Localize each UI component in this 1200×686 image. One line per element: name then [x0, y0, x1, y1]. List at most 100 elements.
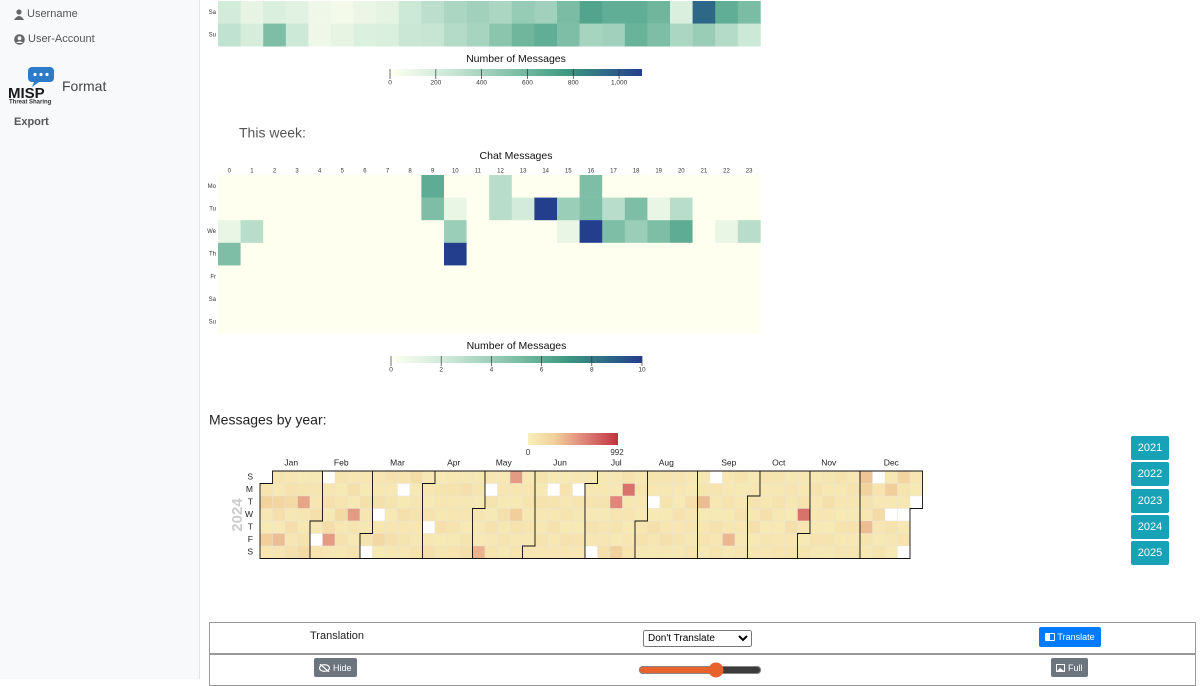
calendar-day: [772, 470, 786, 484]
calendar-day: [797, 470, 811, 484]
calendar-day: [534, 495, 548, 509]
calendar-day: [809, 470, 823, 484]
heatmap-cell: [398, 288, 422, 311]
heatmap-cell: [579, 175, 603, 198]
calendar-day: [359, 495, 373, 509]
heatmap-cell: [557, 23, 580, 47]
heatmap-cell: [624, 1, 648, 24]
calendar-day: [272, 508, 286, 522]
calendar-day: [584, 508, 598, 522]
calendar-day: [422, 508, 436, 522]
heatmap-cell: [240, 197, 264, 221]
size-slider[interactable]: [638, 662, 762, 678]
heatmap-cell: [737, 265, 761, 289]
calendar-day: [447, 508, 461, 522]
calendar-day: [397, 483, 411, 497]
calendar-day: [297, 495, 311, 509]
calendar-day: [672, 545, 686, 559]
legend-min: 0: [526, 448, 531, 457]
year-button[interactable]: 2024: [1131, 514, 1169, 539]
calendar-day: [747, 520, 761, 534]
heatmap-cell: [398, 23, 422, 47]
heatmap-cell: [692, 1, 716, 24]
calendar-day: [384, 520, 398, 534]
calendar-day: [497, 533, 511, 547]
calendar-day: [784, 545, 798, 559]
calendar-day: [659, 520, 673, 534]
display-bar: Hide Full: [209, 654, 1196, 686]
heatmap-cell: [511, 23, 535, 47]
heatmap-cell: [466, 265, 490, 289]
year-button[interactable]: 2023: [1131, 488, 1169, 513]
heatmap-cell: [353, 288, 377, 311]
heatmap-cell: [715, 23, 739, 47]
calendar-day: [409, 520, 423, 534]
calendar-day: [684, 508, 698, 522]
hide-button[interactable]: Hide: [314, 658, 357, 677]
calendar-day: [609, 545, 623, 559]
export[interactable]: Export: [14, 116, 49, 128]
calendar-day: [859, 470, 873, 484]
heatmap-cell: [331, 175, 354, 198]
heatmap-cell: [647, 23, 671, 47]
column-label: 17: [610, 169, 617, 175]
heatmap-cell: [489, 288, 513, 311]
calendar-day: [272, 495, 286, 509]
heatmap-cell: [240, 310, 264, 334]
calendar-day: [334, 533, 348, 547]
heatmap-cell: [353, 242, 377, 266]
weekday-label: T: [248, 497, 253, 507]
calendar-day: [834, 470, 848, 484]
year-button[interactable]: 2022: [1131, 462, 1169, 487]
account-link[interactable]: User-Account: [14, 33, 95, 45]
calendar-day: [872, 495, 886, 509]
year-button[interactable]: 2021: [1131, 436, 1169, 460]
calendar-day: [459, 533, 473, 547]
heatmap-cell: [647, 1, 671, 24]
heatmap-cell: [557, 175, 580, 198]
row-label: Su: [209, 32, 216, 38]
user-link[interactable]: Username: [14, 8, 78, 20]
calendar-day: [822, 495, 836, 509]
translate-select[interactable]: Don't Translate: [643, 630, 752, 647]
heatmap-cell: [263, 310, 287, 334]
calendar-day: [834, 533, 848, 547]
calendar-day: [509, 545, 523, 559]
heatmap-cell: [692, 220, 716, 244]
heatmap-cell: [285, 1, 309, 24]
calendar-day: [597, 520, 611, 534]
colorbar-tick-label: 200: [430, 80, 441, 87]
heatmap-cell: [466, 242, 490, 266]
calendar-day: [284, 470, 298, 484]
heatmap-cell: [579, 288, 603, 311]
column-label: 5: [341, 169, 345, 175]
calendar-day: [397, 508, 411, 522]
translate-button[interactable]: Translate: [1039, 627, 1101, 647]
heatmap-cell: [489, 242, 513, 266]
calendar-day: [859, 483, 873, 497]
heatmap-cell: [285, 175, 309, 198]
calendar-day: [434, 495, 448, 509]
calendar-day: [434, 545, 448, 559]
calendar-day: [297, 533, 311, 547]
heatmap-cell: [398, 242, 422, 266]
calendar-day: [509, 520, 523, 534]
calendar-day: [559, 533, 573, 547]
heatmap-cell: [331, 197, 354, 221]
full-button[interactable]: Full: [1051, 658, 1088, 677]
calendar-day: [659, 533, 673, 547]
calendar-day: [322, 495, 336, 509]
heatmap-cell: [466, 197, 490, 221]
heatmap-cell: [218, 175, 241, 198]
calendar-day: [334, 520, 348, 534]
heatmap-cell: [737, 23, 761, 47]
heatmap-cell: [263, 288, 287, 311]
month-label: Dec: [884, 457, 900, 467]
heatmap-cell: [353, 220, 377, 244]
weekday-label: F: [248, 534, 253, 544]
year-button[interactable]: 2025: [1131, 541, 1169, 566]
calendar-day: [334, 470, 348, 484]
calendar-day: [434, 470, 448, 484]
heatmap-cell: [398, 175, 422, 198]
calendar-day: [734, 520, 748, 534]
